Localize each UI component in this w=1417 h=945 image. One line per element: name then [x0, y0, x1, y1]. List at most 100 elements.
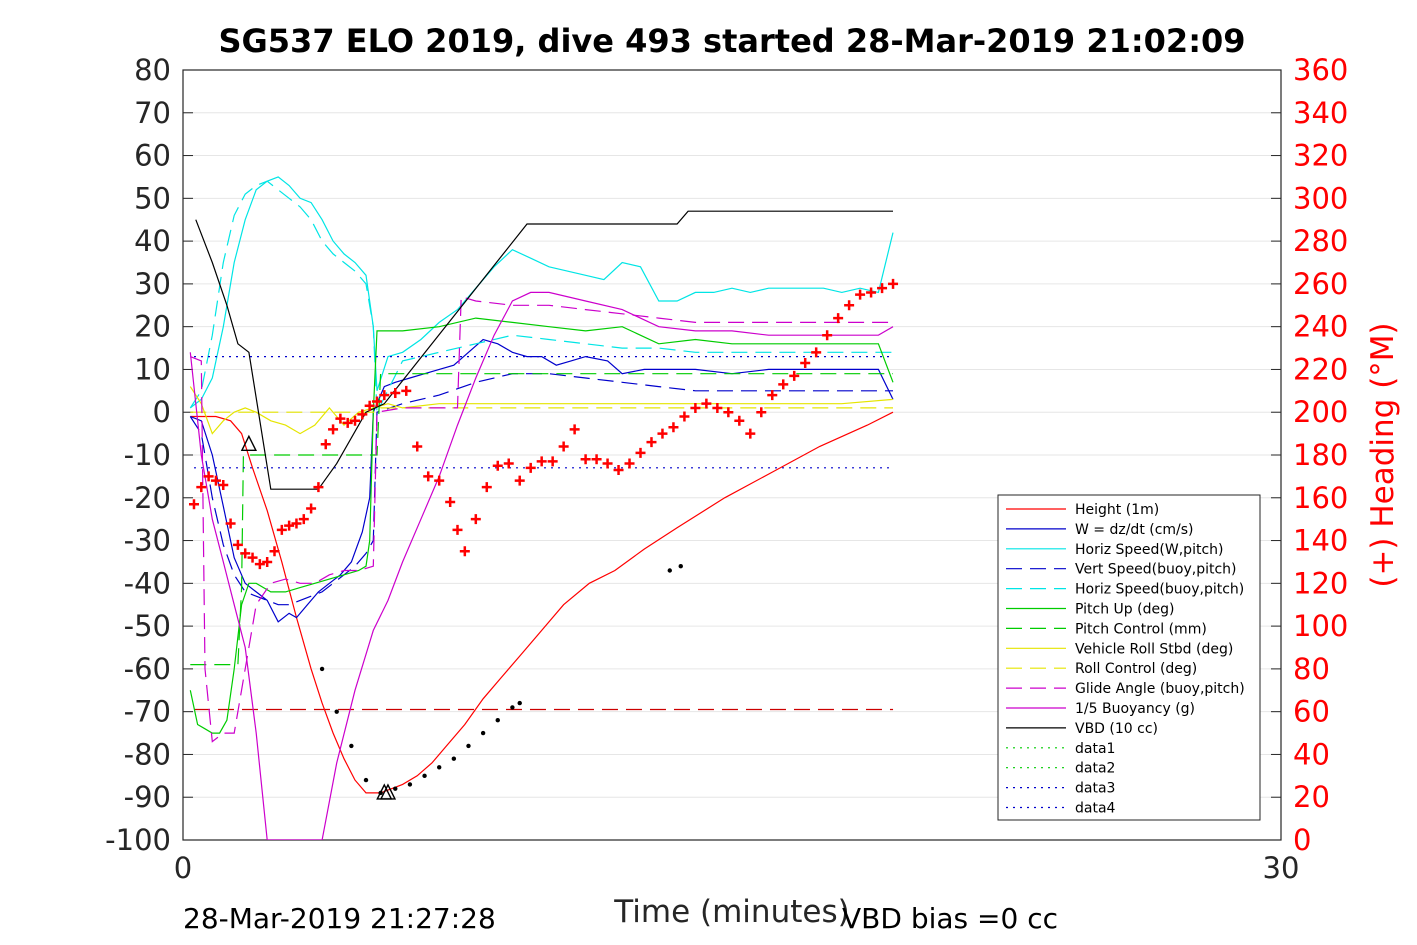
chart-title: SG537 ELO 2019, dive 493 started 28-Mar-…	[218, 22, 1245, 60]
depth-marker	[437, 765, 442, 770]
series-line	[189, 291, 894, 840]
heading-marker	[877, 283, 888, 294]
heading-marker	[423, 471, 434, 482]
heading-marker	[778, 379, 789, 390]
legend-entry-label: Roll Control (deg)	[1075, 661, 1197, 677]
heading-marker	[646, 437, 657, 448]
depth-marker	[363, 777, 369, 783]
depth-marker	[422, 773, 427, 779]
series-line	[189, 386, 894, 435]
legend-entry-label: data4	[1075, 801, 1116, 817]
y2-tick-label: 300	[1293, 181, 1348, 215]
series-line	[190, 338, 894, 623]
y-tick-label: -10	[124, 438, 171, 472]
heading-marker	[225, 518, 236, 529]
heading-marker	[401, 385, 412, 396]
y-tick-label: -40	[124, 566, 171, 600]
heading-marker	[459, 546, 470, 557]
y-tick-label: 10	[134, 352, 171, 386]
heading-marker	[569, 424, 580, 435]
heading-marker	[445, 497, 456, 508]
series-line	[189, 180, 893, 415]
depth-marker	[393, 786, 398, 791]
legend-entry-label: 1/5 Buoyancy (g)	[1075, 701, 1195, 717]
heading-marker	[379, 390, 390, 401]
heading-marker	[811, 347, 822, 358]
legend-entry-label: data1	[1075, 741, 1115, 757]
heading-marker	[701, 398, 712, 409]
heading-marker	[412, 441, 423, 452]
depth-marker	[667, 568, 672, 573]
y-tick-label: -30	[124, 524, 171, 558]
heading-marker	[558, 441, 569, 452]
y2-tick-label: 320	[1293, 139, 1348, 173]
y-tick-label: 30	[134, 267, 171, 301]
heading-marker	[734, 415, 745, 426]
heading-marker	[789, 370, 800, 381]
heading-marker	[254, 559, 265, 570]
legend-entry-label: data3	[1075, 781, 1115, 797]
y2-tick-label: 80	[1293, 652, 1330, 686]
heading-marker	[357, 409, 368, 420]
heading-marker	[635, 447, 646, 458]
y-tick-label: -100	[105, 823, 171, 857]
heading-marker	[833, 313, 844, 324]
y-tick-label: -80	[124, 737, 171, 771]
heading-marker	[690, 402, 701, 413]
depth-marker	[349, 743, 354, 749]
heading-marker	[657, 428, 668, 439]
axis-ticks: 80706050403020100-10-20-30-40-50-60-70-8…	[105, 53, 1348, 885]
series-line	[189, 317, 894, 734]
heading-marker	[580, 454, 591, 465]
y2-tick-label: 340	[1293, 96, 1348, 130]
heading-marker	[328, 424, 339, 435]
heading-marker	[291, 518, 302, 529]
heading-marker	[591, 454, 602, 465]
heading-marker	[745, 428, 756, 439]
x-tick-label: 30	[1263, 851, 1300, 885]
y2-tick-label: 140	[1293, 524, 1348, 558]
legend-entry-label: Pitch Up (deg)	[1075, 602, 1174, 618]
heading-marker	[434, 475, 445, 486]
legend-entry-label: Pitch Control (mm)	[1075, 621, 1207, 637]
depth-marker	[407, 782, 413, 787]
heading-marker	[240, 548, 251, 559]
heading-marker	[888, 278, 899, 289]
depth-marker	[466, 743, 471, 749]
heading-marker	[188, 499, 199, 510]
heading-marker	[481, 482, 492, 493]
legend-entry-label: Horiz Speed(buoy,pitch)	[1075, 582, 1244, 598]
depth-marker	[451, 756, 457, 761]
depth-marker	[678, 564, 683, 569]
heading-marker	[668, 422, 679, 433]
heading-marker	[364, 400, 375, 411]
series-group	[189, 176, 894, 840]
heading-marker	[613, 464, 624, 475]
heading-marker	[536, 456, 547, 467]
heading-marker	[350, 415, 361, 426]
series-line	[190, 411, 894, 794]
footer-timestamp: 28-Mar-2019 21:27:28	[183, 902, 496, 935]
heading-marker	[866, 287, 877, 298]
y-tick-label: 60	[134, 139, 171, 173]
heading-marker	[756, 407, 767, 418]
heading-marker	[371, 396, 382, 407]
y2-tick-label: 360	[1293, 53, 1348, 87]
heading-marker	[218, 479, 229, 490]
y-tick-label: 40	[134, 224, 171, 258]
heading-marker	[335, 413, 346, 424]
heading-marker	[269, 546, 280, 557]
y2-tick-label: 40	[1293, 737, 1330, 771]
y2-tick-label: 240	[1293, 310, 1348, 344]
heading-marker	[822, 330, 833, 341]
y-tick-label: 0	[153, 395, 171, 429]
heading-marker	[470, 514, 481, 525]
heading-marker	[723, 407, 734, 418]
heading-marker	[390, 387, 401, 398]
footer-vbd-bias: VBD bias =0 cc	[842, 902, 1058, 935]
y2-tick-label: 60	[1293, 695, 1330, 729]
heading-marker	[452, 524, 463, 535]
heading-marker	[767, 390, 778, 401]
heading-marker	[844, 300, 855, 311]
